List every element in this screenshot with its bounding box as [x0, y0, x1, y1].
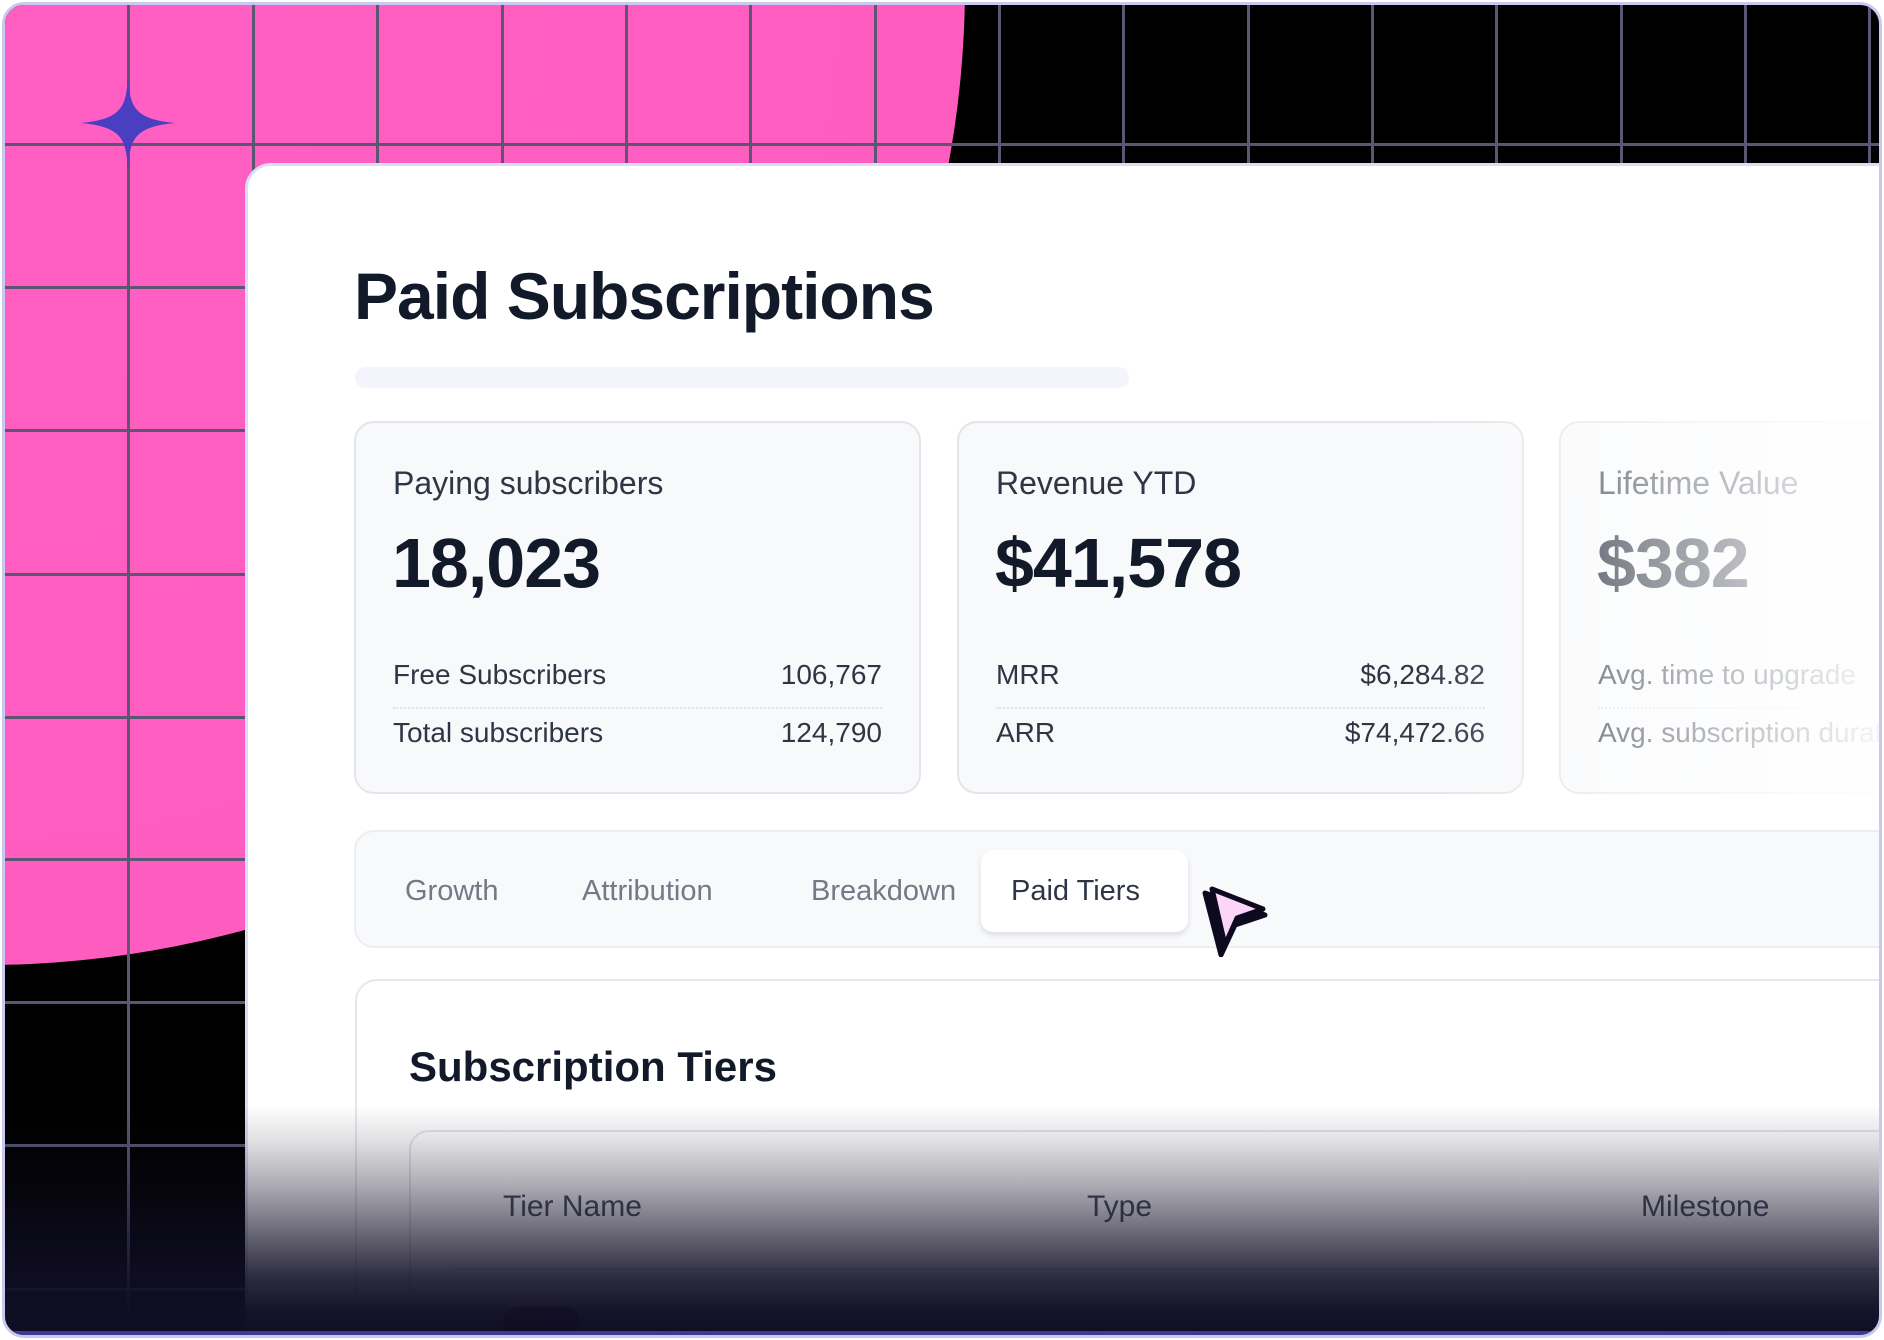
table-divider — [451, 1268, 1879, 1270]
section-title: Subscription Tiers — [409, 1043, 777, 1090]
stat-row-label: Avg. subscription duration — [1598, 717, 1882, 748]
column-header-milestone[interactable]: Milestone — [1641, 1190, 1770, 1223]
tier-type: Digital Reward — [1087, 1322, 1295, 1335]
stat-value: 18,023 — [392, 524, 601, 602]
mouse-pointer-icon — [1202, 886, 1268, 957]
tier-name: PDF e-book — [653, 1322, 824, 1335]
tab-bar: Growth Attribution Breakdown Paid Tiers — [354, 830, 1879, 948]
stat-card-lifetime-value: Lifetime Value $382 Avg. time to upgrade… — [1559, 421, 1882, 794]
dotted-divider — [393, 707, 882, 709]
sparkle-icon — [81, 76, 175, 170]
column-header-tier-name[interactable]: Tier Name — [503, 1190, 642, 1223]
tier-milestone: 5 referrals — [1663, 1322, 1807, 1335]
stat-row: ARR $74,472.66 — [996, 717, 1485, 761]
stat-row: Avg. subscription duration — [1598, 717, 1882, 761]
stat-row: Free Subscribers 106,767 — [393, 659, 882, 703]
grid-line — [5, 143, 1879, 146]
subscription-tiers-section: Subscription Tiers Tier Name Type Milest… — [355, 979, 1879, 1335]
dotted-divider — [996, 707, 1485, 709]
stat-label: Paying subscribers — [393, 465, 664, 501]
stat-row-value: $74,472.66 — [1344, 717, 1485, 748]
frame-edge — [5, 1331, 1879, 1335]
tab-growth[interactable]: Growth — [405, 875, 499, 907]
stat-row: Total subscribers 124,790 — [393, 717, 882, 761]
page-title: Paid Subscriptions — [354, 259, 935, 333]
stat-card-revenue-ytd: Revenue YTD $41,578 MRR $6,284.82 ARR $7… — [957, 421, 1524, 794]
stat-row-label: Total subscribers — [393, 717, 604, 748]
stat-row-label: MRR — [996, 659, 1060, 690]
stat-row: Avg. time to upgrade — [1598, 659, 1856, 703]
stat-value: $41,578 — [995, 524, 1242, 602]
stat-row: MRR $6,284.82 — [996, 659, 1485, 703]
tab-breakdown[interactable]: Breakdown — [811, 875, 957, 907]
dotted-divider — [1598, 707, 1879, 709]
dashboard-panel: Paid Subscriptions Paying subscribers 18… — [245, 163, 1882, 1335]
column-header-type[interactable]: Type — [1087, 1190, 1153, 1223]
stat-row-label: Avg. time to upgrade — [1598, 659, 1856, 690]
tab-paid-tiers[interactable]: Paid Tiers — [981, 850, 1188, 932]
loading-skeleton-bar — [355, 367, 1129, 388]
tiers-table: Tier Name Type Milestone PDF e-book Digi… — [409, 1130, 1879, 1335]
grid-line — [127, 5, 130, 1335]
stat-card-paying-subscribers: Paying subscribers 18,023 Free Subscribe… — [354, 421, 921, 794]
stat-row-value: 106,767 — [780, 659, 882, 690]
stat-row-value: $6,284.82 — [1360, 659, 1485, 690]
tab-attribution[interactable]: Attribution — [582, 875, 713, 907]
stat-label: Revenue YTD — [996, 465, 1197, 501]
stat-row-label: ARR — [996, 717, 1056, 748]
stat-row-label: Free Subscribers — [393, 659, 607, 690]
stat-value: $382 — [1597, 524, 1750, 602]
stat-row-value: 124,790 — [780, 717, 882, 748]
stat-label: Lifetime Value — [1598, 465, 1799, 501]
